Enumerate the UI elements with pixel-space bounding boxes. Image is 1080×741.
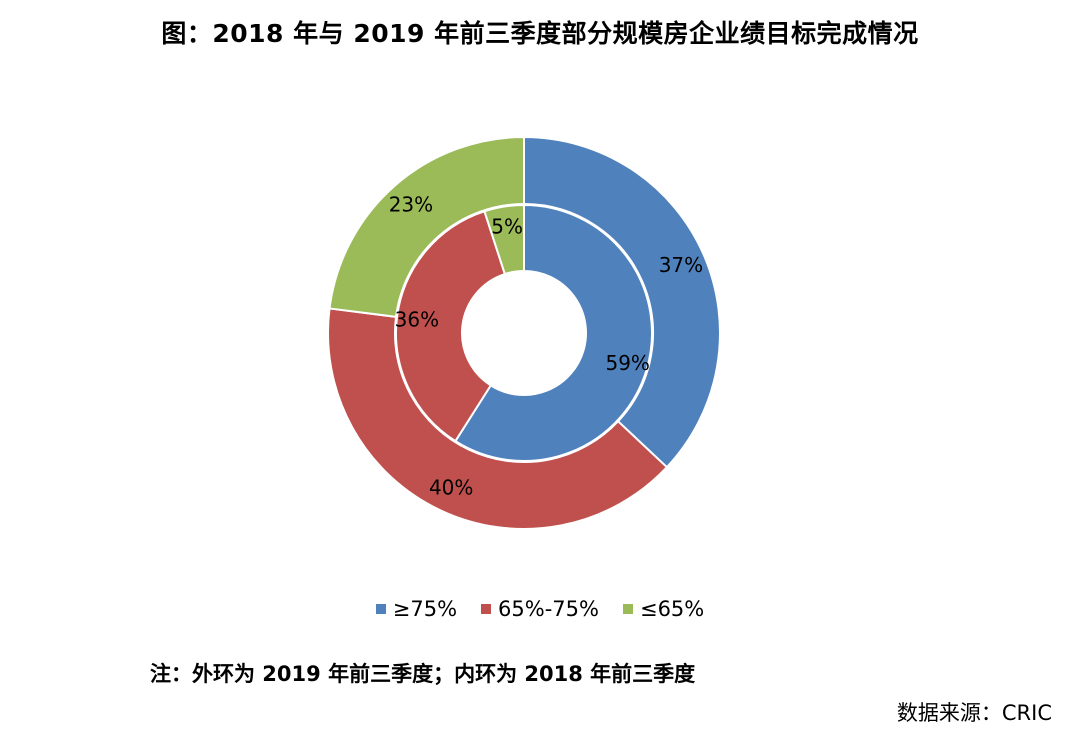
- data-labels: 37% 40% 23% 59% 36% 5%: [389, 193, 703, 500]
- outer-label-gte75: 37%: [659, 253, 703, 277]
- chart-note: 注：外环为 2019 年前三季度；内环为 2018 年前三季度: [150, 662, 696, 686]
- outer-label-65-75: 40%: [429, 476, 473, 500]
- inner-slice-65-75: [395, 210, 507, 443]
- legend-label-lte65: ≤65%: [639, 597, 705, 621]
- legend: ≥75% 65%-75% ≤65%: [0, 597, 1080, 621]
- chart-title: 图：2018 年与 2019 年前三季度部分规模房企业绩目标完成情况: [161, 19, 919, 48]
- legend-label-gte75: ≥75%: [392, 597, 458, 621]
- legend-item-gte75: ≥75%: [375, 597, 458, 621]
- legend-swatch-gte75: [375, 604, 386, 614]
- inner-slice-gte75: [454, 203, 653, 462]
- inner-label-gte75: 59%: [605, 351, 649, 375]
- inner-label-65-75: 36%: [395, 307, 439, 331]
- legend-swatch-lte65: [622, 604, 633, 614]
- outer-ring: [327, 135, 721, 530]
- legend-item-65-75: 65%-75%: [481, 597, 599, 621]
- data-source: 数据来源：CRIC: [896, 701, 1052, 725]
- legend-swatch-65-75: [481, 604, 492, 614]
- inner-ring: [395, 203, 653, 462]
- donut-chart: 37% 40% 23% 59% 36% 5%: [327, 135, 721, 530]
- inner-slice-lte65: [483, 203, 525, 276]
- legend-label-65-75: 65%-75%: [498, 597, 599, 621]
- legend-item-lte65: ≤65%: [622, 597, 705, 621]
- outer-label-lte65: 23%: [389, 193, 433, 217]
- inner-label-lte65: 5%: [491, 214, 523, 238]
